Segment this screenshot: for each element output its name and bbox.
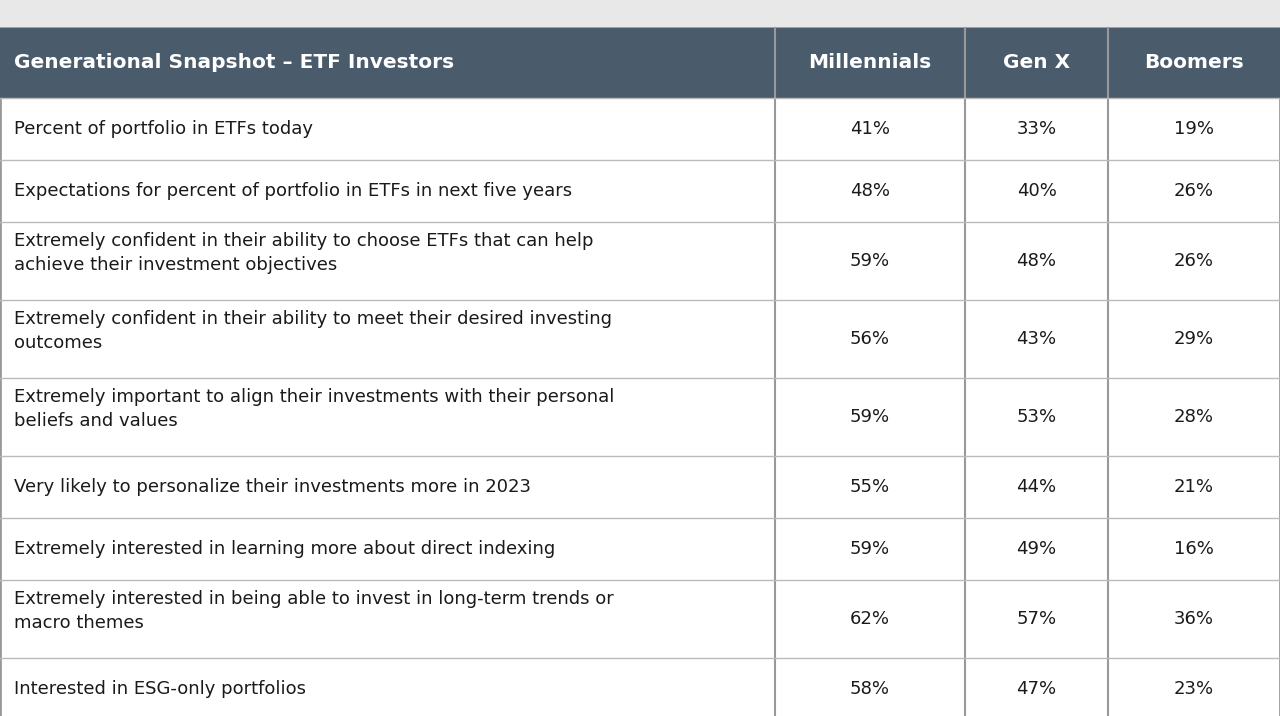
Text: Extremely confident in their ability to choose ETFs that can help
achieve their : Extremely confident in their ability to … bbox=[14, 232, 594, 274]
Text: Percent of portfolio in ETFs today: Percent of portfolio in ETFs today bbox=[14, 120, 314, 138]
Text: 26%: 26% bbox=[1174, 182, 1213, 200]
Text: Extremely interested in being able to invest in long-term trends or
macro themes: Extremely interested in being able to in… bbox=[14, 590, 613, 632]
Text: Gen X: Gen X bbox=[1004, 54, 1070, 72]
Text: 23%: 23% bbox=[1174, 680, 1213, 698]
Text: 48%: 48% bbox=[850, 182, 890, 200]
Text: 59%: 59% bbox=[850, 540, 890, 558]
Text: 56%: 56% bbox=[850, 330, 890, 348]
Text: 62%: 62% bbox=[850, 610, 890, 628]
Text: 36%: 36% bbox=[1174, 610, 1213, 628]
Text: 44%: 44% bbox=[1016, 478, 1056, 496]
Text: 59%: 59% bbox=[850, 408, 890, 426]
Text: Extremely interested in learning more about direct indexing: Extremely interested in learning more ab… bbox=[14, 540, 556, 558]
Text: Boomers: Boomers bbox=[1144, 54, 1244, 72]
Text: 21%: 21% bbox=[1174, 478, 1213, 496]
Text: 43%: 43% bbox=[1016, 330, 1056, 348]
Text: 28%: 28% bbox=[1174, 408, 1213, 426]
Text: 53%: 53% bbox=[1016, 408, 1056, 426]
Bar bbox=[0, 28, 1280, 98]
Text: Very likely to personalize their investments more in 2023: Very likely to personalize their investm… bbox=[14, 478, 531, 496]
Text: 40%: 40% bbox=[1016, 182, 1056, 200]
Text: 41%: 41% bbox=[850, 120, 890, 138]
Text: 55%: 55% bbox=[850, 478, 890, 496]
Text: 26%: 26% bbox=[1174, 252, 1213, 270]
Text: 58%: 58% bbox=[850, 680, 890, 698]
Text: Extremely confident in their ability to meet their desired investing
outcomes: Extremely confident in their ability to … bbox=[14, 310, 612, 352]
Text: Millennials: Millennials bbox=[809, 54, 932, 72]
Text: 19%: 19% bbox=[1174, 120, 1213, 138]
Text: 57%: 57% bbox=[1016, 610, 1056, 628]
Text: 47%: 47% bbox=[1016, 680, 1056, 698]
Text: Generational Snapshot – ETF Investors: Generational Snapshot – ETF Investors bbox=[14, 54, 454, 72]
Text: Interested in ESG-only portfolios: Interested in ESG-only portfolios bbox=[14, 680, 306, 698]
Text: 33%: 33% bbox=[1016, 120, 1056, 138]
Text: 48%: 48% bbox=[1016, 252, 1056, 270]
Text: 59%: 59% bbox=[850, 252, 890, 270]
Text: 49%: 49% bbox=[1016, 540, 1056, 558]
Text: 16%: 16% bbox=[1174, 540, 1213, 558]
Text: Extremely important to align their investments with their personal
beliefs and v: Extremely important to align their inves… bbox=[14, 388, 614, 430]
Text: 29%: 29% bbox=[1174, 330, 1213, 348]
Text: Expectations for percent of portfolio in ETFs in next five years: Expectations for percent of portfolio in… bbox=[14, 182, 572, 200]
